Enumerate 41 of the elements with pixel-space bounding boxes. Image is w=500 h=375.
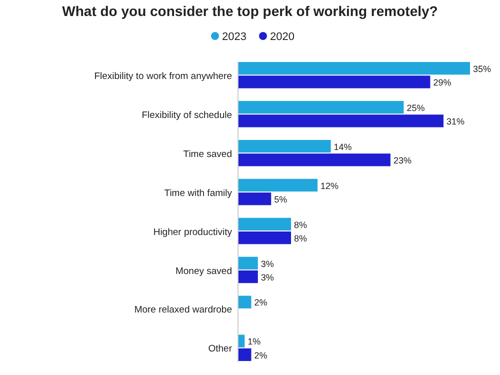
bar [238, 114, 444, 128]
bar [238, 348, 252, 361]
data-label: 35% [473, 64, 492, 74]
y-tick-label: Other [208, 344, 232, 355]
data-label: 1% [248, 336, 261, 347]
bar [238, 256, 258, 270]
bar [238, 100, 404, 114]
bar [238, 218, 292, 230]
bar [238, 154, 390, 166]
bar [238, 140, 331, 153]
data-label: 8% [294, 220, 308, 230]
bar [238, 192, 272, 206]
y-tick-label: Flexibility of schedule [142, 110, 232, 121]
y-tick-label: Higher productivity [153, 226, 232, 238]
y-tick-label: Time with family [164, 188, 232, 199]
y-tick-label: Flexibility to work from anywhere [94, 70, 232, 82]
data-label: 2% [254, 298, 268, 308]
data-label: 5% [274, 194, 288, 204]
bar [238, 334, 245, 348]
bar [238, 62, 470, 75]
chart-title: What do you consider the top perk of working remotely? [62, 3, 438, 19]
data-label: 12% [320, 180, 339, 191]
data-label: 23% [393, 156, 412, 166]
y-tick-label: Money saved [175, 266, 232, 277]
data-label: 2% [254, 350, 268, 360]
y-tick-label: More relaxed wardrobe [134, 304, 232, 316]
bar [238, 178, 318, 192]
bar [238, 270, 258, 284]
legend-label: 2023 [222, 31, 246, 43]
data-label: 14% [334, 142, 352, 152]
bar [238, 296, 252, 308]
bar [238, 231, 292, 244]
data-label: 31% [446, 116, 464, 127]
data-label: 3% [260, 272, 274, 282]
y-tick-label: Time saved [183, 148, 232, 160]
data-label: 8% [294, 233, 308, 244]
data-label: 3% [260, 258, 274, 269]
data-label: 29% [433, 78, 452, 88]
data-label: 25% [406, 102, 425, 113]
legend-label: 2020 [270, 31, 294, 43]
bar [238, 76, 430, 88]
